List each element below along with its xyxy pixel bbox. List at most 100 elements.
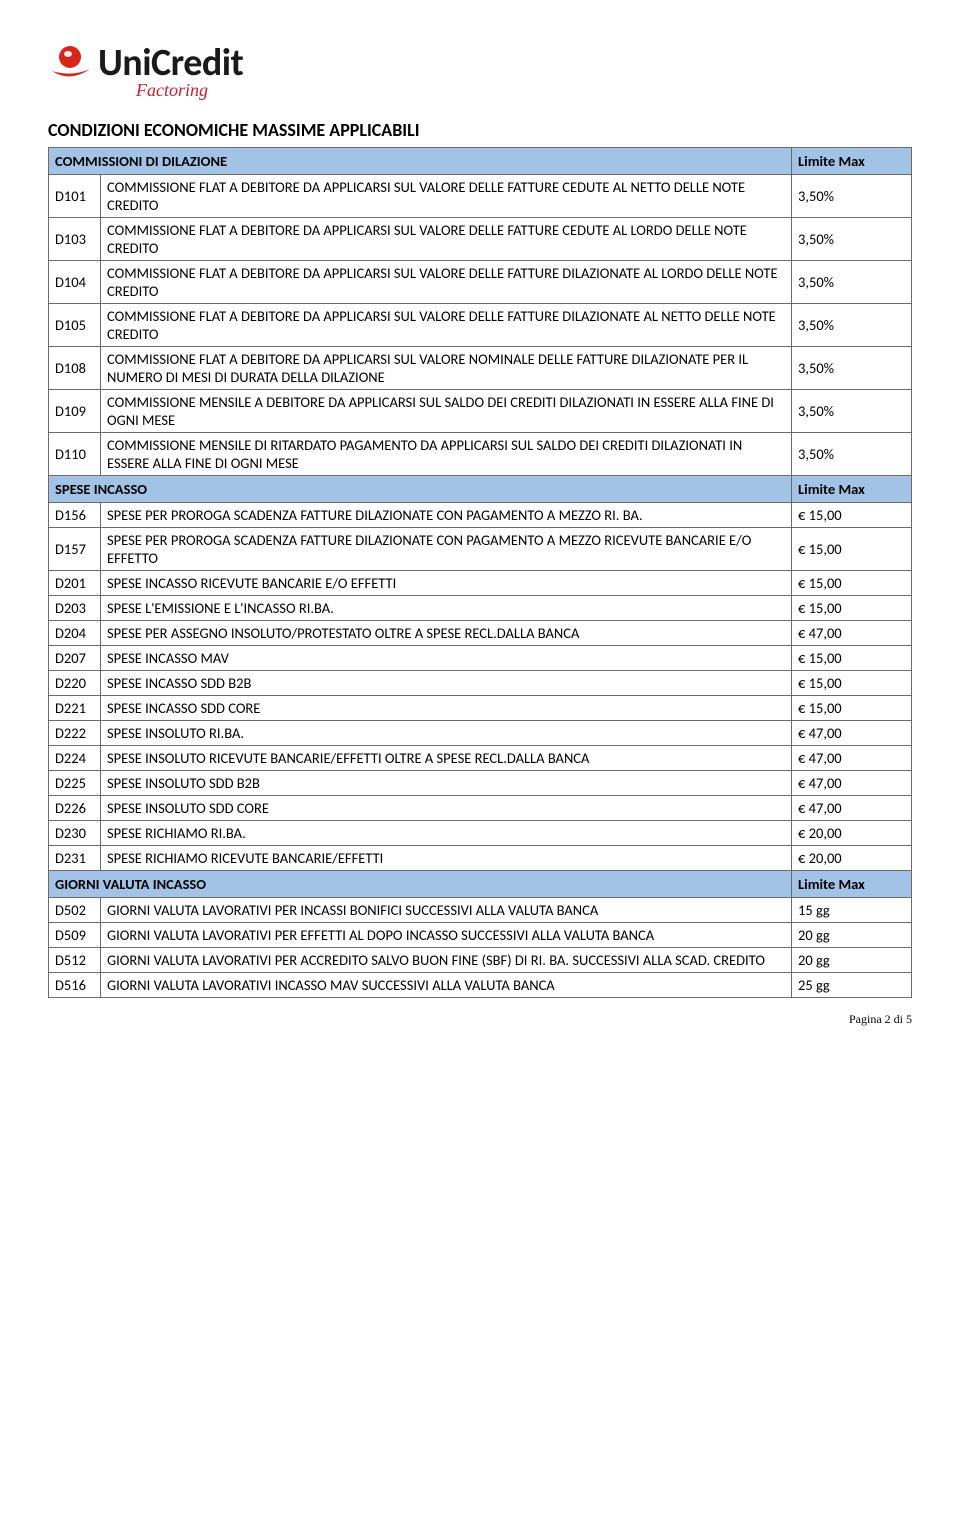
conditions-table: COMMISSIONI DI DILAZIONELimite MaxD101CO…: [48, 147, 912, 998]
row-description: COMMISSIONE FLAT A DEBITORE DA APPLICARS…: [101, 304, 792, 347]
row-description: COMMISSIONE FLAT A DEBITORE DA APPLICARS…: [101, 261, 792, 304]
row-description: GIORNI VALUTA LAVORATIVI PER ACCREDITO S…: [101, 948, 792, 973]
row-code: D201: [49, 571, 101, 596]
row-code: D221: [49, 696, 101, 721]
row-description: SPESE INCASSO MAV: [101, 646, 792, 671]
row-value: 3,50%: [792, 304, 912, 347]
table-row: D222SPESE INSOLUTO RI.BA.€ 47,00: [49, 721, 912, 746]
table-row: D207SPESE INCASSO MAV€ 15,00: [49, 646, 912, 671]
row-code: D502: [49, 898, 101, 923]
row-code: D230: [49, 821, 101, 846]
page-footer: Pagina 2 di 5: [48, 1012, 912, 1027]
table-row: D512GIORNI VALUTA LAVORATIVI PER ACCREDI…: [49, 948, 912, 973]
row-code: D231: [49, 846, 101, 871]
row-description: SPESE PER ASSEGNO INSOLUTO/PROTESTATO OL…: [101, 621, 792, 646]
row-code: D516: [49, 973, 101, 998]
row-code: D512: [49, 948, 101, 973]
row-value: € 47,00: [792, 621, 912, 646]
row-value: € 15,00: [792, 646, 912, 671]
row-code: D225: [49, 771, 101, 796]
row-value: 3,50%: [792, 175, 912, 218]
table-row: D108COMMISSIONE FLAT A DEBITORE DA APPLI…: [49, 347, 912, 390]
table-row: D203SPESE L'EMISSIONE E L'INCASSO RI.BA.…: [49, 596, 912, 621]
row-code: D109: [49, 390, 101, 433]
table-row: D101COMMISSIONE FLAT A DEBITORE DA APPLI…: [49, 175, 912, 218]
table-row: D226SPESE INSOLUTO SDD CORE€ 47,00: [49, 796, 912, 821]
row-value: € 15,00: [792, 503, 912, 528]
section-title: GIORNI VALUTA INCASSO: [49, 871, 792, 898]
section-limit-label: Limite Max: [792, 148, 912, 175]
row-code: D108: [49, 347, 101, 390]
row-description: COMMISSIONE FLAT A DEBITORE DA APPLICARS…: [101, 347, 792, 390]
table-row: D156SPESE PER PROROGA SCADENZA FATTURE D…: [49, 503, 912, 528]
row-value: 3,50%: [792, 347, 912, 390]
page-title: CONDIZIONI ECONOMICHE MASSIME APPLICABIL…: [48, 119, 912, 141]
row-value: 15 gg: [792, 898, 912, 923]
row-code: D105: [49, 304, 101, 347]
row-value: € 15,00: [792, 571, 912, 596]
table-row: D516GIORNI VALUTA LAVORATIVI INCASSO MAV…: [49, 973, 912, 998]
row-value: € 15,00: [792, 671, 912, 696]
table-row: D231SPESE RICHIAMO RICEVUTE BANCARIE/EFF…: [49, 846, 912, 871]
row-value: 3,50%: [792, 261, 912, 304]
row-description: SPESE INSOLUTO RICEVUTE BANCARIE/EFFETTI…: [101, 746, 792, 771]
row-description: COMMISSIONE MENSILE DI RITARDATO PAGAMEN…: [101, 433, 792, 476]
row-code: D110: [49, 433, 101, 476]
row-code: D220: [49, 671, 101, 696]
section-header: SPESE INCASSOLimite Max: [49, 476, 912, 503]
row-value: 25 gg: [792, 973, 912, 998]
row-code: D104: [49, 261, 101, 304]
table-row: D502GIORNI VALUTA LAVORATIVI PER INCASSI…: [49, 898, 912, 923]
row-code: D103: [49, 218, 101, 261]
row-value: 3,50%: [792, 390, 912, 433]
table-row: D110COMMISSIONE MENSILE DI RITARDATO PAG…: [49, 433, 912, 476]
row-value: € 15,00: [792, 528, 912, 571]
table-row: D221SPESE INCASSO SDD CORE€ 15,00: [49, 696, 912, 721]
section-limit-label: Limite Max: [792, 476, 912, 503]
section-header: COMMISSIONI DI DILAZIONELimite Max: [49, 148, 912, 175]
table-row: D220SPESE INCASSO SDD B2B€ 15,00: [49, 671, 912, 696]
row-description: SPESE PER PROROGA SCADENZA FATTURE DILAZ…: [101, 503, 792, 528]
row-code: D203: [49, 596, 101, 621]
row-description: SPESE INCASSO SDD B2B: [101, 671, 792, 696]
row-description: GIORNI VALUTA LAVORATIVI INCASSO MAV SUC…: [101, 973, 792, 998]
brand-logo: UniCredit Factoring: [48, 40, 912, 101]
logo-icon: [48, 41, 92, 85]
table-row: D105COMMISSIONE FLAT A DEBITORE DA APPLI…: [49, 304, 912, 347]
row-value: € 20,00: [792, 821, 912, 846]
row-description: COMMISSIONE FLAT A DEBITORE DA APPLICARS…: [101, 175, 792, 218]
row-code: D224: [49, 746, 101, 771]
row-code: D207: [49, 646, 101, 671]
row-code: D156: [49, 503, 101, 528]
section-title: COMMISSIONI DI DILAZIONE: [49, 148, 792, 175]
row-code: D226: [49, 796, 101, 821]
table-row: D109COMMISSIONE MENSILE A DEBITORE DA AP…: [49, 390, 912, 433]
row-value: 3,50%: [792, 218, 912, 261]
row-description: SPESE RICHIAMO RICEVUTE BANCARIE/EFFETTI: [101, 846, 792, 871]
row-description: GIORNI VALUTA LAVORATIVI PER EFFETTI AL …: [101, 923, 792, 948]
row-description: COMMISSIONE MENSILE A DEBITORE DA APPLIC…: [101, 390, 792, 433]
row-value: 3,50%: [792, 433, 912, 476]
row-value: 20 gg: [792, 923, 912, 948]
row-description: SPESE RICHIAMO RI.BA.: [101, 821, 792, 846]
row-description: SPESE INSOLUTO SDD B2B: [101, 771, 792, 796]
section-title: SPESE INCASSO: [49, 476, 792, 503]
row-description: SPESE PER PROROGA SCADENZA FATTURE DILAZ…: [101, 528, 792, 571]
row-description: SPESE INCASSO SDD CORE: [101, 696, 792, 721]
row-value: € 15,00: [792, 596, 912, 621]
row-description: SPESE INSOLUTO RI.BA.: [101, 721, 792, 746]
table-row: D230SPESE RICHIAMO RI.BA.€ 20,00: [49, 821, 912, 846]
row-code: D157: [49, 528, 101, 571]
table-row: D157SPESE PER PROROGA SCADENZA FATTURE D…: [49, 528, 912, 571]
row-code: D509: [49, 923, 101, 948]
row-value: € 47,00: [792, 746, 912, 771]
row-description: SPESE INCASSO RICEVUTE BANCARIE E/O EFFE…: [101, 571, 792, 596]
table-row: D509GIORNI VALUTA LAVORATIVI PER EFFETTI…: [49, 923, 912, 948]
table-row: D103COMMISSIONE FLAT A DEBITORE DA APPLI…: [49, 218, 912, 261]
table-row: D104COMMISSIONE FLAT A DEBITORE DA APPLI…: [49, 261, 912, 304]
row-value: 20 gg: [792, 948, 912, 973]
row-value: € 15,00: [792, 696, 912, 721]
row-description: SPESE L'EMISSIONE E L'INCASSO RI.BA.: [101, 596, 792, 621]
row-code: D204: [49, 621, 101, 646]
row-value: € 20,00: [792, 846, 912, 871]
